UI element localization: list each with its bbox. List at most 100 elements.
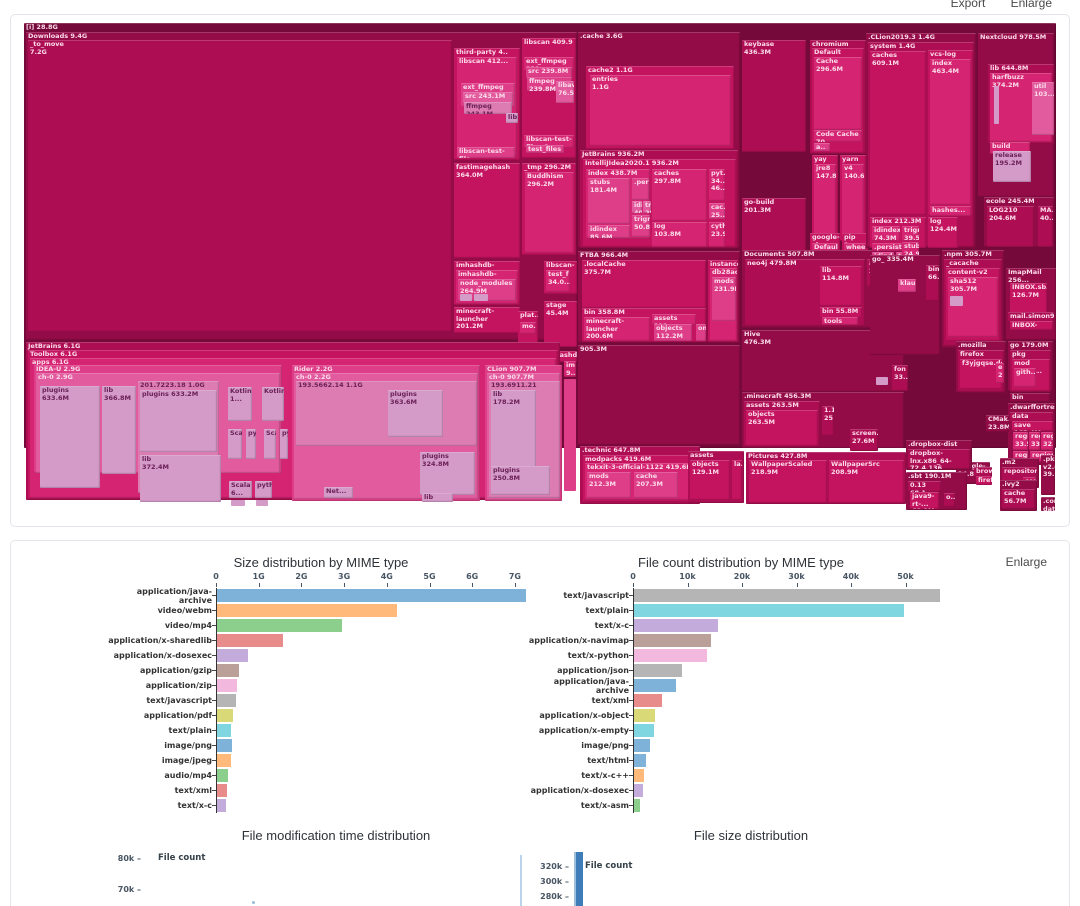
treemap-cell[interactable]: sha512 305.7M xyxy=(948,277,998,337)
treemap-cell[interactable]: mail.simon98... xyxy=(1008,312,1054,322)
treemap-cell[interactable]: objects 129.1M xyxy=(690,460,730,500)
treemap-cell[interactable]: Default xyxy=(812,243,838,254)
treemap-cell[interactable]: .persist... xyxy=(632,178,649,200)
treemap-cell[interactable]: objects 263.5M xyxy=(746,410,818,446)
data-point[interactable] xyxy=(252,901,255,904)
treemap-cell[interactable]: firefo... xyxy=(976,476,992,485)
treemap-cell[interactable]: v4 140.6M xyxy=(842,164,864,239)
treemap-cell[interactable]: plugins 633.6M xyxy=(40,386,100,488)
treemap-cell[interactable]: gith... xyxy=(1014,368,1036,387)
treemap-cell[interactable]: .pkg-... v2.6... 39.6... xyxy=(1041,455,1055,495)
bar[interactable] xyxy=(633,694,662,707)
disk-usage-treemap[interactable]: [i] 28.8G Downloads 9.4G _to_move 7.2G thir… xyxy=(24,23,1056,511)
treemap-cell[interactable]: lib 366.8M xyxy=(102,386,136,474)
treemap-cell[interactable]: jre8 147.8M xyxy=(814,164,836,239)
treemap-cell[interactable]: plugins 633.2M xyxy=(140,390,217,452)
treemap-cell[interactable]: INBOX-1.sbd... xyxy=(1010,321,1053,330)
export-button[interactable]: Export xyxy=(950,0,986,10)
bar[interactable] xyxy=(633,799,641,812)
treemap-cell[interactable]: keybase 436.3M xyxy=(742,40,806,152)
treemap-cell[interactable]: 1.1 25 xyxy=(822,406,834,436)
treemap-cell[interactable] xyxy=(231,500,245,506)
treemap-cell[interactable]: la.. xyxy=(732,460,742,500)
treemap-cell[interactable]: idinx 40.2 xyxy=(632,201,642,213)
treemap-cell[interactable]: on xyxy=(696,324,706,341)
treemap-cell[interactable]: 905.3M xyxy=(578,345,740,445)
treemap-cell[interactable]: pyth... xyxy=(255,481,272,498)
treemap-cell[interactable]: Kotlin 1... xyxy=(228,387,252,421)
bar[interactable] xyxy=(633,604,904,617)
treemap-cell[interactable]: pyt.. 34.. 46.. xyxy=(709,169,725,201)
treemap-cell[interactable]: screen... 27.6M xyxy=(850,429,878,451)
bar[interactable] xyxy=(216,694,237,707)
treemap-cell[interactable]: Sca... xyxy=(264,429,276,459)
bar[interactable] xyxy=(216,589,526,602)
treemap-cell[interactable]: e 2 xyxy=(996,363,1004,383)
treemap-cell[interactable]: tri 28 xyxy=(643,201,651,213)
treemap-cell[interactable]: cac.. 25.. xyxy=(709,203,725,219)
treemap-cell[interactable]: .con... data... xyxy=(1041,497,1055,511)
treemap-cell[interactable]: cyth.. 23.9.. xyxy=(709,222,725,247)
treemap-cell[interactable] xyxy=(256,500,268,506)
bar[interactable] xyxy=(633,664,682,677)
bar[interactable] xyxy=(633,784,644,797)
bar[interactable] xyxy=(216,724,232,737)
treemap-cell[interactable]: MA... 40... xyxy=(1038,206,1053,247)
treemap-cell[interactable]: src 243.1M xyxy=(463,92,513,104)
treemap-cell[interactable]: caches 297.8M xyxy=(652,169,707,221)
treemap-cell[interactable]: WallpaperSrc 208.9M xyxy=(829,460,904,503)
treemap-cell[interactable]: Net... xyxy=(324,487,353,498)
treemap-cell[interactable] xyxy=(950,296,963,306)
treemap-cell[interactable]: release 195.2M xyxy=(993,151,1031,182)
bar[interactable] xyxy=(633,589,940,602)
bar[interactable] xyxy=(216,769,228,782)
treemap-cell[interactable]: wheel xyxy=(844,243,866,254)
treemap-cell[interactable]: bin xyxy=(1010,393,1050,402)
treemap-cell[interactable]: src 239.8M xyxy=(526,67,572,78)
treemap-cell[interactable]: log 124.4M xyxy=(928,217,958,248)
treemap-cell[interactable]: py.. xyxy=(280,429,288,459)
treemap-cell[interactable]: test_f 34.0... xyxy=(546,270,570,292)
treemap-cell[interactable]: 0.13 68.1... xyxy=(908,481,941,492)
treemap-cell[interactable]: index 463.4M xyxy=(930,59,971,205)
treemap-cell[interactable]: node_modules 264.9M xyxy=(458,279,516,301)
treemap-cell[interactable]: test_files xyxy=(526,145,564,153)
treemap-cell[interactable]: dropbox-lnx.x86_64-72.4.136 194.4M xyxy=(908,449,970,469)
treemap-cell[interactable]: Scal... xyxy=(228,429,242,459)
bar[interactable] xyxy=(633,754,646,767)
treemap-cell[interactable]: Kotlin... xyxy=(262,387,284,421)
treemap-cell[interactable]: go-build 201.3M xyxy=(742,198,806,260)
treemap-cell[interactable]: WallpaperScaled 218.9M xyxy=(749,460,827,503)
treemap-cell[interactable]: Buddhism 296.2M xyxy=(525,172,574,253)
treemap-cell[interactable]: Scala 6... xyxy=(229,481,252,498)
treemap-cell[interactable]: im 9... xyxy=(564,361,576,377)
bar[interactable] xyxy=(216,619,342,632)
treemap-cell[interactable]: hashes... xyxy=(930,206,971,216)
bar[interactable] xyxy=(216,604,398,617)
treemap-cell[interactable]: .persistent 73... xyxy=(872,243,902,251)
treemap-cell[interactable]: tools xyxy=(822,317,858,325)
bar[interactable] xyxy=(216,679,238,692)
treemap-cell[interactable] xyxy=(460,294,472,301)
bar[interactable] xyxy=(216,784,228,797)
treemap-cell[interactable]: bin 66.1 xyxy=(926,265,939,301)
treemap-cell[interactable]: brow... xyxy=(974,467,992,477)
enlarge-charts-button[interactable]: Enlarge xyxy=(1005,555,1047,569)
treemap-cell[interactable] xyxy=(876,377,888,385)
treemap-cell[interactable]: cache 207.3M xyxy=(634,472,678,498)
bar[interactable] xyxy=(633,634,712,647)
bar[interactable] xyxy=(633,769,645,782)
treemap-cell[interactable]: java9-rt-... 68.1M xyxy=(910,492,939,509)
treemap-cell[interactable]: _to_move 7.2G xyxy=(28,40,452,332)
treemap-cell[interactable]: lib 372.4M xyxy=(140,455,221,502)
treemap-cell[interactable]: data 165.4M xyxy=(1010,412,1053,422)
treemap-cell[interactable]: .localCache 375.7M xyxy=(582,260,706,308)
treemap-cell[interactable]: trigra.. 39.5M xyxy=(902,226,919,241)
treemap-cell[interactable]: ffmpeg 243.1M xyxy=(464,102,512,114)
treemap-cell[interactable]: mods 212.3M xyxy=(587,472,631,498)
treemap-cell[interactable]: INBOX.sb... 126.7M xyxy=(1010,283,1047,317)
treemap-cell[interactable]: save 165.4M xyxy=(1012,421,1053,431)
treemap-cell[interactable]: plugins 363.6M xyxy=(388,390,443,437)
treemap-cell[interactable]: lib 178.2M xyxy=(491,390,536,478)
treemap-cell[interactable]: Cache 296.6M xyxy=(814,57,862,130)
